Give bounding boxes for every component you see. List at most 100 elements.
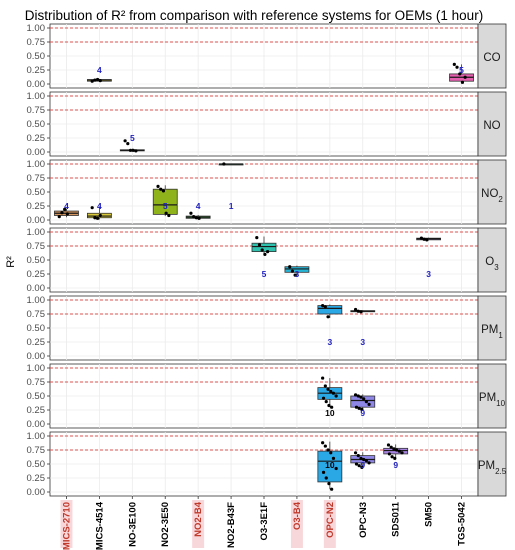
data-point — [95, 77, 100, 82]
strip-box — [477, 159, 507, 225]
data-point — [164, 211, 168, 215]
data-point — [260, 248, 264, 252]
data-point — [400, 451, 404, 455]
data-point — [334, 466, 338, 471]
data-point — [360, 407, 364, 412]
strip-label: NO — [483, 120, 500, 132]
data-point — [330, 405, 334, 409]
y-tick-label: 0.00 — [27, 487, 46, 498]
data-point — [356, 394, 360, 398]
data-point — [323, 384, 327, 388]
strip-label-sub: 2 — [498, 195, 503, 204]
data-point — [357, 406, 361, 410]
data-point — [263, 252, 267, 256]
y-tick-label: 0.50 — [27, 255, 46, 266]
data-point — [324, 400, 328, 404]
data-point — [323, 305, 327, 309]
data-point — [192, 215, 196, 219]
count-label: 10 — [325, 408, 335, 418]
data-point — [359, 395, 363, 399]
data-point — [156, 184, 160, 188]
box-tgs-5042: 5 — [449, 62, 474, 84]
data-point — [389, 445, 393, 449]
y-tick-label: 0.00 — [27, 283, 46, 294]
data-point — [422, 237, 426, 241]
data-point — [323, 444, 327, 448]
y-tick-label: 0.75 — [27, 309, 46, 320]
data-point — [321, 441, 325, 445]
box-opc-n2: 3 — [317, 304, 343, 347]
x-tick-label: OPC-N3 — [358, 502, 369, 538]
data-point — [63, 207, 67, 211]
data-point — [353, 451, 358, 455]
data-point — [327, 403, 331, 408]
x-tick-highlight — [60, 500, 73, 548]
x-tick-label: NO2-B43F — [226, 502, 237, 548]
data-point — [353, 307, 358, 312]
x-tick-highlight — [290, 500, 303, 548]
count-label: 5 — [459, 65, 464, 75]
data-point — [393, 456, 397, 460]
y-tick-label: 0.50 — [27, 51, 46, 62]
count-label: 4 — [196, 201, 201, 211]
y-tick-label: 0.25 — [27, 269, 46, 280]
data-point — [321, 304, 325, 308]
data-point — [367, 461, 371, 465]
strip-label: PM1 — [481, 324, 503, 340]
y-tick-label: 1.00 — [27, 295, 46, 306]
x-tick-highlight — [192, 500, 205, 548]
y-tick-label: 1.00 — [27, 227, 46, 238]
y-tick-label: 1.00 — [27, 363, 46, 374]
y-tick-label: 0.25 — [27, 473, 46, 484]
data-point — [194, 216, 198, 220]
strip-label: NO2 — [481, 188, 503, 204]
count-label: 3 — [360, 337, 365, 347]
data-point — [331, 391, 336, 395]
data-point — [387, 452, 391, 456]
y-tick-label: 0.25 — [27, 405, 46, 416]
box-no2-b4: 4 — [185, 201, 211, 220]
data-point — [167, 213, 171, 218]
data-point — [359, 310, 363, 314]
data-point — [353, 393, 358, 397]
data-point — [90, 206, 94, 210]
count-label: 9 — [393, 460, 398, 470]
data-point — [266, 250, 270, 254]
data-point — [356, 309, 360, 313]
y-tick-label: 1.00 — [27, 91, 46, 102]
data-point — [357, 464, 361, 468]
data-point — [189, 211, 193, 215]
box-mics-4514: 4 — [86, 65, 112, 83]
x-tick-label: O3-B4 — [292, 501, 303, 530]
data-point — [321, 470, 326, 474]
data-point — [364, 459, 368, 463]
strip-label-sub: 10 — [496, 399, 505, 408]
box-opc-n3: 9 — [350, 451, 376, 470]
data-point — [257, 243, 262, 247]
y-tick-label: 0.75 — [27, 241, 46, 252]
data-point — [293, 273, 297, 277]
box-iqr — [317, 450, 343, 483]
y-tick-label: 0.50 — [27, 187, 46, 198]
count-label: 3 — [426, 269, 431, 279]
box-iqr — [152, 188, 178, 215]
box-iqr — [251, 242, 277, 252]
data-point — [126, 142, 130, 146]
y-tick-label: 0.00 — [27, 351, 46, 362]
data-point — [161, 189, 166, 193]
count-label: 5 — [130, 133, 135, 143]
count-label: 10 — [325, 460, 335, 470]
data-point — [455, 65, 459, 69]
box-sm50: 3 — [416, 236, 442, 279]
x-tick-label: TGS-5042 — [457, 502, 468, 546]
chart-title: Distribution of R² from comparison with … — [25, 8, 483, 23]
box-o3-3e1f: 5 — [251, 236, 277, 279]
y-tick-label: 0.00 — [27, 79, 46, 90]
data-point — [321, 376, 325, 380]
data-point — [392, 447, 396, 451]
data-point — [334, 394, 338, 398]
data-point — [95, 216, 100, 220]
y-tick-label: 0.50 — [27, 119, 46, 130]
